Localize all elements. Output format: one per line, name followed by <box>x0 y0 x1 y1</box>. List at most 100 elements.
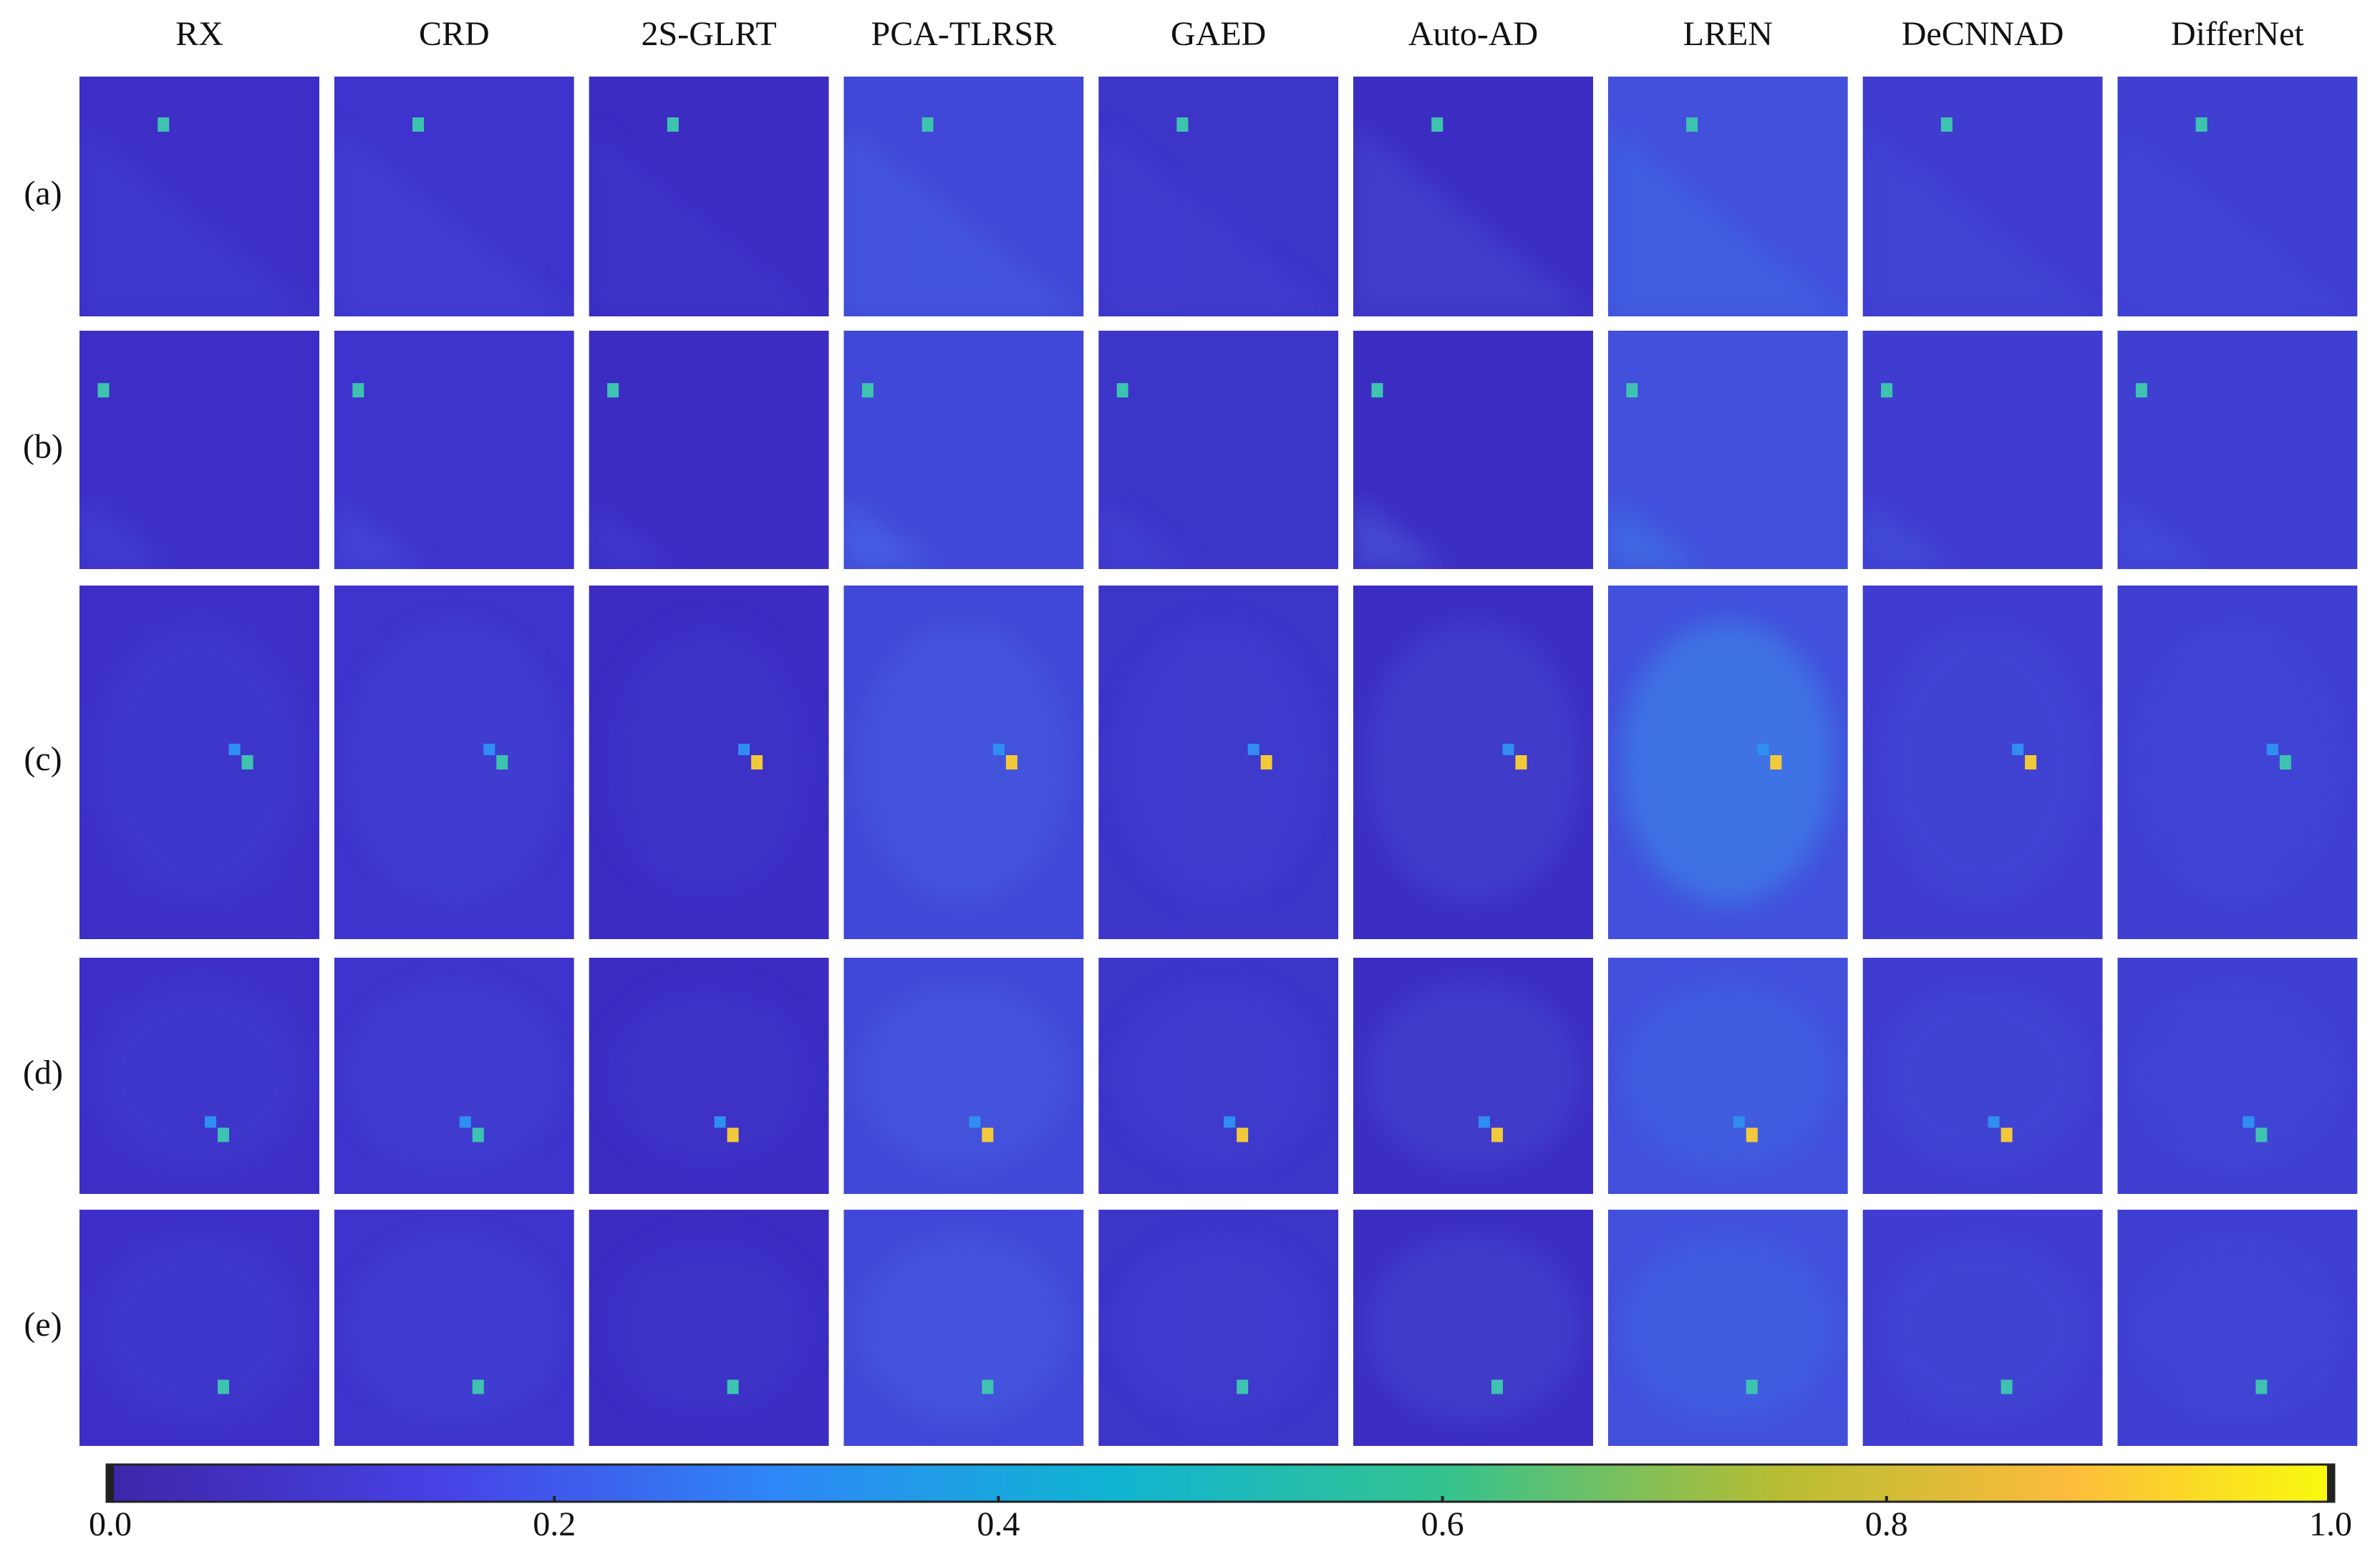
column-header: Auto-AD <box>1408 15 1538 53</box>
heatmap-tile <box>79 77 319 316</box>
heatmap-tile <box>334 331 574 569</box>
tile-content <box>1862 958 2103 1194</box>
tile-content <box>1862 331 2103 569</box>
spot <box>1005 755 1017 769</box>
heatmap-tile <box>1607 331 1848 569</box>
spot <box>727 1379 739 1394</box>
heatmap-tile <box>589 1210 829 1446</box>
spot <box>607 383 619 398</box>
spot <box>2135 383 2147 398</box>
tile-content <box>1353 1210 1593 1446</box>
tile-content <box>334 586 574 939</box>
texture <box>346 1233 563 1422</box>
texture <box>2129 621 2346 904</box>
spot <box>1491 1379 1503 1394</box>
tile-content <box>589 77 829 316</box>
texture <box>1098 125 1339 316</box>
tile-content <box>2117 586 2358 939</box>
heatmap-tile <box>79 331 319 569</box>
spot <box>751 755 763 769</box>
spot <box>228 744 241 755</box>
texture <box>1607 497 1704 569</box>
heatmap-tile <box>1862 958 2103 1194</box>
texture <box>2117 497 2214 569</box>
texture <box>2129 1233 2346 1422</box>
heatmap-tile <box>2117 586 2358 939</box>
spot <box>241 755 253 769</box>
heatmap-tile <box>79 586 319 939</box>
colorbar <box>105 1463 2336 1503</box>
texture <box>346 981 563 1170</box>
texture <box>1365 621 1582 904</box>
heatmap-tile <box>2117 1210 2358 1446</box>
tile-content <box>334 77 574 316</box>
spot <box>2243 1116 2255 1128</box>
spot <box>2266 744 2278 755</box>
colorbar-tick-label: 0.2 <box>533 1505 576 1543</box>
heatmap-tile <box>1353 77 1593 316</box>
spot <box>1988 1116 2000 1128</box>
tile-content <box>2117 331 2358 569</box>
texture <box>91 621 308 904</box>
texture <box>856 981 1072 1170</box>
texture <box>2129 981 2346 1170</box>
column-header: DeCNNAD <box>1902 15 2064 53</box>
spot <box>1757 744 1769 755</box>
tile-content <box>843 331 1084 569</box>
heatmap-tile <box>334 77 574 316</box>
tile-content <box>2117 77 2358 316</box>
spot <box>1431 117 1443 132</box>
spot <box>1371 383 1383 398</box>
texture <box>1110 981 1327 1170</box>
heatmap-tile <box>1607 1210 1848 1446</box>
tile-content <box>843 1210 1084 1446</box>
texture <box>1353 125 1593 316</box>
spot <box>1686 117 1698 132</box>
spot <box>218 1379 229 1394</box>
tile-content <box>79 1210 319 1446</box>
heatmap-tile <box>589 958 829 1194</box>
spot <box>1260 755 1272 769</box>
spot <box>2001 1379 2013 1394</box>
column-header: RX <box>175 15 223 53</box>
spot <box>459 1116 471 1128</box>
texture <box>601 981 817 1170</box>
tile-content <box>589 331 829 569</box>
texture <box>1875 1233 2091 1422</box>
heatmap-tile <box>1862 331 2103 569</box>
spot <box>1479 1116 1490 1128</box>
heatmap-tile <box>1098 331 1339 569</box>
colorbar-end <box>2327 1465 2334 1502</box>
texture <box>79 125 319 316</box>
spot <box>1626 383 1638 398</box>
tile-content <box>334 331 574 569</box>
spot <box>982 1379 994 1394</box>
spot <box>1491 1127 1503 1142</box>
spot <box>1116 383 1128 398</box>
spot <box>738 744 750 755</box>
texture <box>1365 1233 1582 1422</box>
colorbar-tick-label: 0.4 <box>977 1505 1020 1543</box>
spot <box>992 744 1005 755</box>
texture <box>843 497 940 569</box>
heatmap-tile <box>1353 586 1593 939</box>
spot <box>1502 744 1514 755</box>
spot <box>714 1116 726 1128</box>
heatmap-tile <box>79 1210 319 1446</box>
heatmap-tile <box>1098 958 1339 1194</box>
tile-content <box>843 586 1084 939</box>
texture <box>856 621 1072 904</box>
heatmap-tile <box>1098 1210 1339 1446</box>
texture <box>2117 125 2358 316</box>
heatmap-tile <box>2117 331 2358 569</box>
spot <box>2012 744 2024 755</box>
tile-content <box>1353 958 1593 1194</box>
heatmap-tile <box>843 77 1084 316</box>
heatmap-tile <box>1353 958 1593 1194</box>
texture <box>1110 621 1327 904</box>
spot <box>472 1127 484 1142</box>
colorbar-end <box>107 1465 114 1502</box>
tile-content <box>334 1210 574 1446</box>
heatmap-tile <box>2117 77 2358 316</box>
tile-content <box>1607 958 1848 1194</box>
